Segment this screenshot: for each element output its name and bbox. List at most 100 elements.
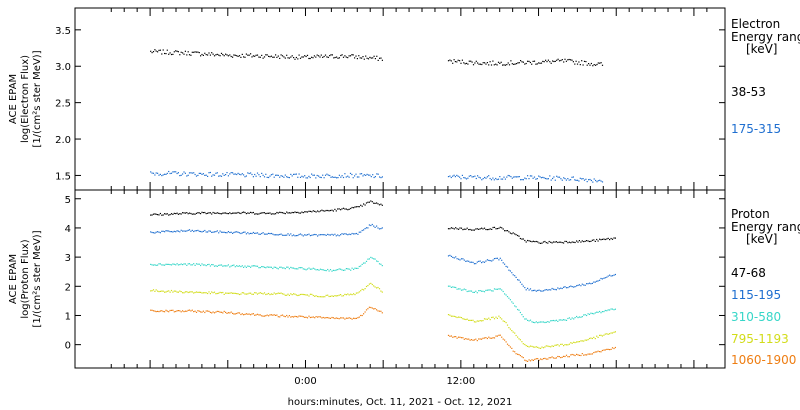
data-point bbox=[567, 317, 569, 320]
data-point bbox=[533, 60, 536, 62]
data-point bbox=[175, 213, 177, 215]
data-point bbox=[501, 259, 503, 261]
data-point bbox=[459, 288, 461, 290]
data-point bbox=[554, 241, 556, 243]
data-point bbox=[495, 257, 497, 259]
data-point bbox=[283, 267, 285, 269]
data-point bbox=[496, 257, 498, 259]
data-point bbox=[288, 177, 290, 179]
data-point bbox=[219, 213, 221, 215]
data-point bbox=[604, 309, 606, 312]
data-point bbox=[335, 235, 337, 237]
data-point bbox=[288, 268, 290, 270]
data-point bbox=[332, 295, 334, 297]
data-point bbox=[162, 264, 164, 266]
data-point bbox=[549, 175, 551, 177]
data-point bbox=[368, 306, 370, 308]
data-point bbox=[287, 293, 289, 295]
data-point bbox=[166, 290, 168, 292]
data-point bbox=[357, 267, 359, 269]
y-tick-label: 5 bbox=[65, 195, 71, 206]
data-point bbox=[567, 344, 569, 346]
data-point bbox=[505, 322, 507, 324]
data-point bbox=[195, 291, 198, 293]
data-point bbox=[342, 317, 345, 319]
data-point bbox=[358, 231, 360, 233]
data-point bbox=[373, 258, 375, 260]
data-point bbox=[281, 234, 284, 236]
data-point bbox=[514, 351, 516, 353]
data-point bbox=[254, 292, 256, 294]
data-point bbox=[230, 265, 232, 267]
data-point bbox=[324, 269, 326, 271]
data-point bbox=[508, 297, 510, 299]
data-point bbox=[470, 290, 473, 292]
data-point bbox=[241, 292, 243, 294]
data-point bbox=[552, 288, 555, 290]
data-point bbox=[219, 311, 221, 313]
data-point bbox=[321, 296, 323, 298]
data-point bbox=[350, 269, 352, 271]
data-point bbox=[461, 174, 463, 176]
data-point bbox=[522, 343, 524, 345]
data-point bbox=[321, 317, 323, 319]
data-point bbox=[374, 202, 376, 204]
data-point bbox=[186, 230, 188, 232]
data-point bbox=[205, 231, 207, 233]
data-point bbox=[299, 233, 302, 235]
data-point bbox=[542, 60, 544, 62]
data-point bbox=[558, 176, 561, 178]
data-point bbox=[261, 172, 263, 174]
data-point bbox=[515, 353, 517, 355]
data-point bbox=[159, 310, 161, 312]
y-tick-label: 3.0 bbox=[55, 62, 71, 73]
data-point bbox=[486, 259, 488, 261]
data-point bbox=[506, 343, 509, 345]
data-point bbox=[568, 317, 570, 319]
data-point bbox=[157, 51, 159, 53]
data-point bbox=[240, 313, 242, 316]
data-point bbox=[570, 354, 572, 356]
data-point bbox=[565, 240, 568, 243]
data-point bbox=[195, 230, 198, 232]
data-point bbox=[205, 174, 207, 176]
data-point bbox=[298, 212, 300, 214]
data-point bbox=[502, 64, 504, 66]
y-tick-label: 4 bbox=[65, 224, 71, 235]
data-point bbox=[248, 54, 250, 56]
series-115-195 bbox=[150, 223, 616, 292]
data-point bbox=[211, 312, 213, 314]
data-point bbox=[252, 55, 254, 57]
data-point bbox=[378, 263, 381, 265]
y-tick-label: 2.5 bbox=[55, 99, 71, 110]
data-point bbox=[497, 178, 500, 180]
data-point bbox=[529, 240, 532, 242]
data-point bbox=[360, 314, 362, 317]
data-point bbox=[381, 291, 383, 293]
data-point bbox=[157, 290, 159, 292]
data-point bbox=[218, 175, 220, 177]
data-point bbox=[250, 266, 252, 268]
data-point bbox=[158, 174, 160, 176]
data-point bbox=[225, 212, 227, 214]
data-point bbox=[216, 53, 218, 55]
data-point bbox=[561, 242, 563, 244]
data-point bbox=[556, 175, 558, 177]
data-point bbox=[589, 178, 591, 181]
data-point bbox=[478, 320, 480, 322]
data-point bbox=[593, 336, 595, 338]
data-point bbox=[266, 212, 268, 214]
data-point bbox=[198, 172, 200, 174]
data-point bbox=[280, 266, 282, 268]
data-point bbox=[190, 212, 192, 215]
data-point bbox=[277, 292, 279, 294]
data-point bbox=[288, 294, 290, 296]
data-point bbox=[331, 295, 333, 297]
data-point bbox=[187, 263, 189, 265]
data-point bbox=[475, 263, 477, 265]
data-point bbox=[600, 62, 602, 64]
data-point bbox=[508, 344, 510, 347]
data-point bbox=[347, 175, 349, 177]
data-point bbox=[601, 238, 603, 240]
data-point bbox=[193, 172, 195, 174]
